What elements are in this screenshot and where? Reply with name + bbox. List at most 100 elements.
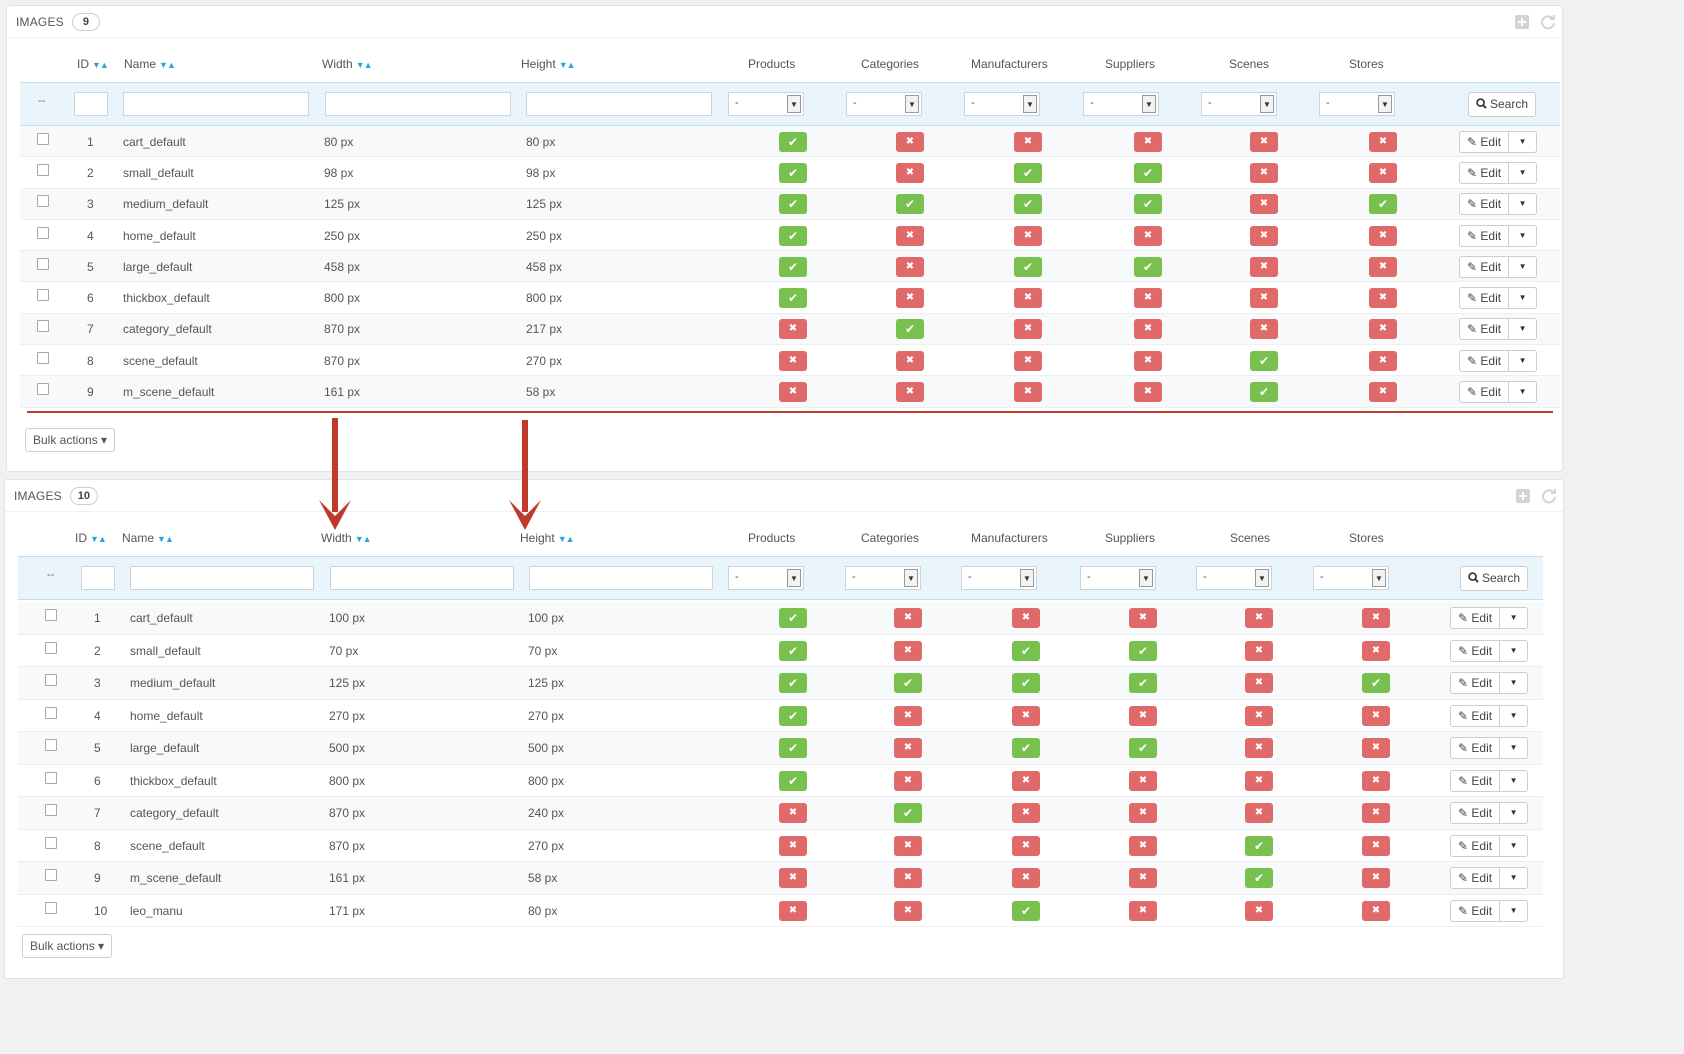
cross-icon[interactable]: ✖	[894, 705, 922, 726]
check-icon[interactable]: ✔	[1134, 256, 1162, 277]
filter-id-input[interactable]	[81, 566, 115, 590]
cross-icon[interactable]: ✖	[1134, 319, 1162, 340]
filter-stores-select[interactable]: - ▼	[1313, 566, 1389, 590]
filter-width-input[interactable]	[330, 566, 514, 590]
check-icon[interactable]: ✔	[1014, 162, 1042, 183]
check-icon[interactable]: ✔	[779, 256, 807, 277]
table-row[interactable]: 1 cart_default 80 px 80 px ✔ ✖ ✖ ✖ ✖ ✖ ✎ Edit ▼	[20, 126, 1560, 158]
check-icon[interactable]: ✔	[1129, 673, 1157, 694]
filter-id-input[interactable]	[74, 92, 108, 116]
header-width[interactable]: Width ▼▲	[321, 531, 372, 545]
row-checkbox[interactable]	[37, 257, 49, 270]
cross-icon[interactable]: ✖	[1245, 705, 1273, 726]
edit-button[interactable]: ✎ Edit	[1450, 672, 1501, 695]
check-icon[interactable]: ✔	[894, 673, 922, 694]
cross-icon[interactable]: ✖	[1014, 225, 1042, 246]
check-icon[interactable]: ✔	[1014, 256, 1042, 277]
check-icon[interactable]: ✔	[1012, 738, 1040, 759]
cross-icon[interactable]: ✖	[1014, 288, 1042, 309]
search-button[interactable]: Search	[1468, 92, 1537, 117]
cross-icon[interactable]: ✖	[779, 868, 807, 889]
check-icon[interactable]: ✔	[779, 225, 807, 246]
cross-icon[interactable]: ✖	[1012, 770, 1040, 791]
table-row[interactable]: 3 medium_default 125 px 125 px ✔ ✔ ✔ ✔ ✖ ✔ ✎ Edit ▼	[20, 188, 1560, 220]
cross-icon[interactable]: ✖	[1250, 131, 1278, 152]
table-row[interactable]: 2 small_default 98 px 98 px ✔ ✖ ✔ ✔ ✖ ✖ ✎ Edit ▼	[20, 157, 1560, 189]
cross-icon[interactable]: ✖	[1129, 868, 1157, 889]
row-checkbox[interactable]	[37, 195, 49, 208]
cross-icon[interactable]: ✖	[779, 835, 807, 856]
edit-button[interactable]: ✎ Edit	[1450, 834, 1501, 857]
check-icon[interactable]: ✔	[1245, 835, 1273, 856]
caret-down-icon[interactable]: ▼	[1509, 130, 1538, 153]
edit-button[interactable]: ✎ Edit	[1450, 802, 1501, 825]
cross-icon[interactable]: ✖	[1134, 288, 1162, 309]
sort-arrows-icon[interactable]: ▼▲	[354, 534, 372, 544]
filter-name-input[interactable]	[130, 566, 314, 590]
cross-icon[interactable]: ✖	[1014, 319, 1042, 340]
cross-icon[interactable]: ✖	[896, 225, 924, 246]
cross-icon[interactable]: ✖	[896, 256, 924, 277]
caret-down-icon[interactable]: ▼	[1509, 287, 1538, 310]
cross-icon[interactable]: ✖	[1250, 162, 1278, 183]
filter-suppliers-select[interactable]: - ▼	[1083, 92, 1159, 116]
refresh-icon[interactable]	[1541, 488, 1557, 504]
header-id[interactable]: ID ▼▲	[77, 57, 109, 71]
row-checkbox[interactable]	[45, 869, 57, 882]
table-row[interactable]: 9 m_scene_default 161 px 58 px ✖ ✖ ✖ ✖ ✔ ✖ ✎ Edit ▼	[18, 862, 1543, 895]
caret-down-icon[interactable]: ▼	[1509, 224, 1538, 247]
edit-button[interactable]: ✎ Edit	[1450, 704, 1501, 727]
sort-arrows-icon[interactable]: ▼▲	[355, 60, 373, 70]
check-icon[interactable]: ✔	[1014, 194, 1042, 215]
search-button[interactable]: Search	[1460, 566, 1529, 591]
filter-height-input[interactable]	[526, 92, 712, 116]
edit-button[interactable]: ✎ Edit	[1450, 899, 1501, 922]
caret-down-icon[interactable]: ▼	[1500, 899, 1529, 922]
caret-down-icon[interactable]: ▼	[1509, 349, 1538, 372]
cross-icon[interactable]: ✖	[1014, 382, 1042, 403]
caret-down-icon[interactable]: ▼	[1509, 255, 1538, 278]
add-icon[interactable]	[1514, 14, 1530, 30]
caret-down-icon[interactable]: ▼	[1509, 193, 1538, 216]
header-id[interactable]: ID ▼▲	[75, 531, 107, 545]
cross-icon[interactable]: ✖	[1245, 900, 1273, 921]
caret-down-icon[interactable]: ▼	[1509, 318, 1538, 341]
cross-icon[interactable]: ✖	[779, 900, 807, 921]
cross-icon[interactable]: ✖	[1245, 640, 1273, 661]
header-height[interactable]: Height ▼▲	[520, 531, 575, 545]
filter-manufacturers-select[interactable]: - ▼	[964, 92, 1040, 116]
table-row[interactable]: 8 scene_default 870 px 270 px ✖ ✖ ✖ ✖ ✔ ✖ ✎ Edit ▼	[18, 830, 1543, 862]
caret-down-icon[interactable]: ▼	[1500, 867, 1529, 890]
check-icon[interactable]: ✔	[779, 770, 807, 791]
cross-icon[interactable]: ✖	[1369, 382, 1397, 403]
cross-icon[interactable]: ✖	[1012, 803, 1040, 824]
table-row[interactable]: 6 thickbox_default 800 px 800 px ✔ ✖ ✖ ✖ ✖ ✖ ✎ Edi…	[18, 765, 1543, 797]
cross-icon[interactable]: ✖	[1012, 868, 1040, 889]
cross-icon[interactable]: ✖	[1362, 705, 1390, 726]
cross-icon[interactable]: ✖	[1362, 608, 1390, 629]
cross-icon[interactable]: ✖	[779, 382, 807, 403]
edit-button[interactable]: ✎ Edit	[1459, 381, 1510, 404]
sort-arrows-icon[interactable]: ▼▲	[558, 60, 576, 70]
cross-icon[interactable]: ✖	[1362, 770, 1390, 791]
filter-stores-select[interactable]: - ▼	[1319, 92, 1395, 116]
cross-icon[interactable]: ✖	[894, 835, 922, 856]
check-icon[interactable]: ✔	[896, 194, 924, 215]
cross-icon[interactable]: ✖	[1245, 770, 1273, 791]
table-row[interactable]: 6 thickbox_default 800 px 800 px ✔ ✖ ✖ ✖ ✖ ✖ ✎ Edi…	[20, 283, 1560, 314]
add-icon[interactable]	[1515, 488, 1531, 504]
cross-icon[interactable]: ✖	[1129, 770, 1157, 791]
check-icon[interactable]: ✔	[1129, 640, 1157, 661]
cross-icon[interactable]: ✖	[1134, 382, 1162, 403]
cross-icon[interactable]: ✖	[1369, 225, 1397, 246]
row-checkbox[interactable]	[45, 901, 57, 914]
cross-icon[interactable]: ✖	[1250, 194, 1278, 215]
cross-icon[interactable]: ✖	[1369, 350, 1397, 371]
edit-button[interactable]: ✎ Edit	[1459, 255, 1510, 278]
cross-icon[interactable]: ✖	[1134, 350, 1162, 371]
header-name[interactable]: Name ▼▲	[124, 57, 176, 71]
check-icon[interactable]: ✔	[779, 608, 807, 629]
header-name[interactable]: Name ▼▲	[122, 531, 174, 545]
filter-suppliers-select[interactable]: - ▼	[1080, 566, 1156, 590]
cross-icon[interactable]: ✖	[894, 738, 922, 759]
